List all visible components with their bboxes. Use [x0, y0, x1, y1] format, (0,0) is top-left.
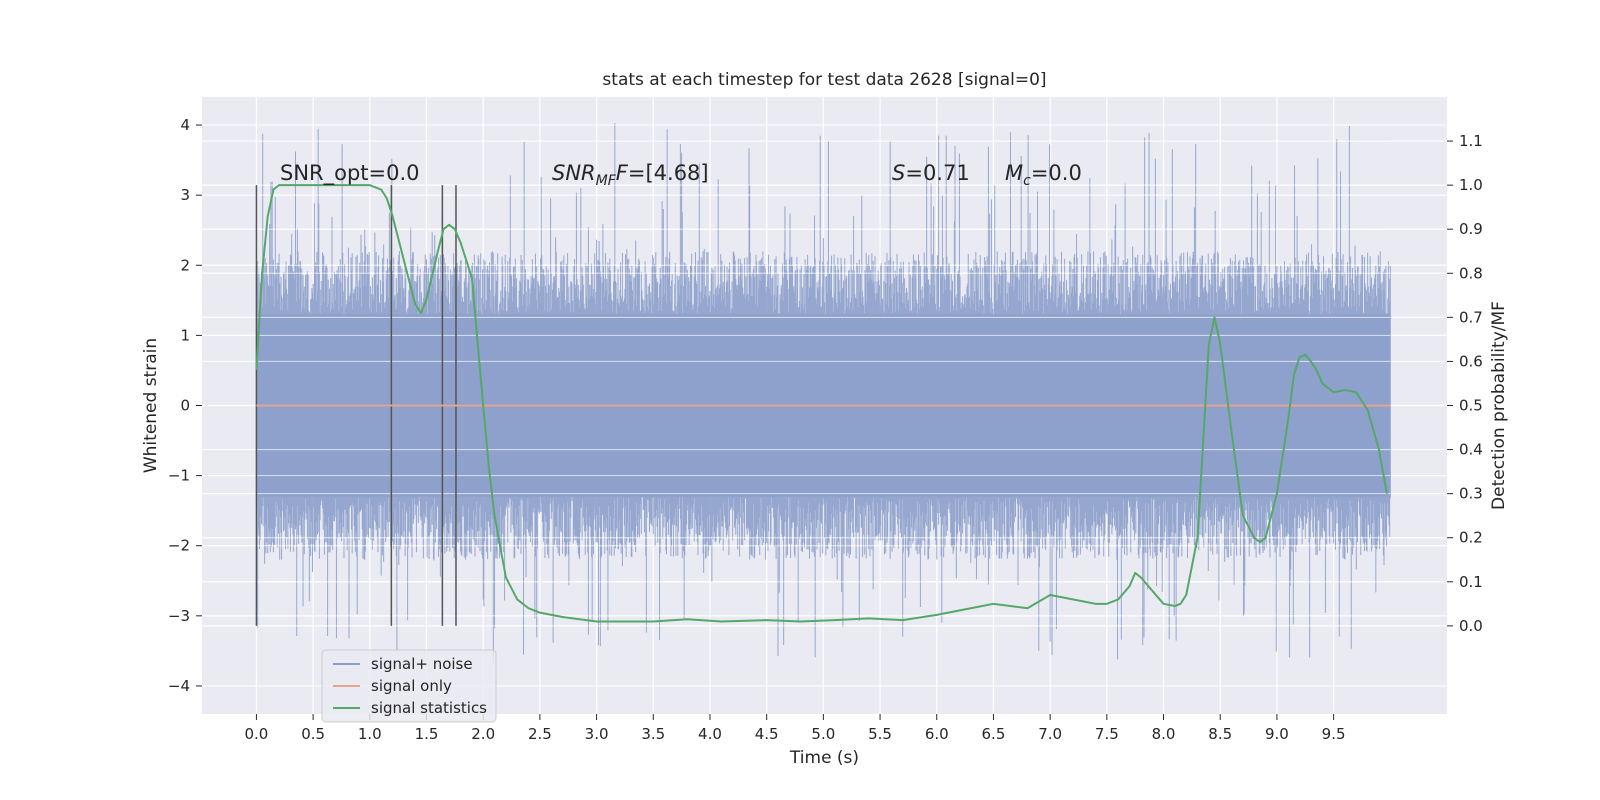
y-tick-label: 4 [180, 116, 190, 134]
line-series [255, 184, 1391, 623]
series-signal-statistics [255, 184, 1388, 623]
legend-label-signal-only: signal only [371, 677, 452, 695]
x-tick-label: 3.0 [585, 725, 609, 743]
y-axis-label: Whitened strain [141, 338, 161, 473]
x-tick-label: 1.0 [358, 725, 382, 743]
annotation-snr-mf: SNRMFF=[4.68] [552, 161, 709, 189]
x-tick-label: 4.0 [698, 725, 722, 743]
x-tick-label: 9.0 [1265, 725, 1289, 743]
y2-axis-ticks: 1.1 1.0 0.9 0.8 0.7 0.6 0.5 0.4 0.3 0.2 0.1 0.0 [1447, 132, 1483, 635]
x-tick-label: 2.5 [528, 725, 552, 743]
y2-tick-label: 0.4 [1459, 441, 1483, 459]
y2-tick-label: 0.9 [1459, 220, 1483, 238]
x-tick-label: 8.5 [1208, 725, 1232, 743]
annotation-s-symbol: S [892, 161, 905, 185]
x-tick-label: 0.0 [244, 725, 268, 743]
legend-label-signal-noise: signal+ noise [371, 655, 473, 673]
x-tick-label: 3.5 [641, 725, 665, 743]
annotation-s-value: =0.71 [905, 161, 969, 185]
annotation-snr-mf-value: =[4.68] [628, 161, 709, 185]
x-tick-label: 7.5 [1095, 725, 1119, 743]
x-tick-label: 6.5 [982, 725, 1006, 743]
x-tick-label: 0.5 [301, 725, 325, 743]
legend: signal+ noise signal only signal statist… [321, 649, 497, 723]
x-tick-label: 2.0 [471, 725, 495, 743]
annotation-snr-mf-subscript: MF [596, 173, 617, 189]
y2-tick-label: 0.2 [1459, 529, 1483, 547]
y2-tick-label: 0.0 [1459, 617, 1483, 635]
y-tick-label: −3 [168, 607, 190, 625]
annotation-mc: Mc=0.0 [1005, 161, 1082, 189]
annotation-mc-subscript: c [1023, 173, 1031, 189]
annotation-snr-mf-f: F [616, 161, 629, 185]
x-axis-ticks: 0.0 0.5 1.0 1.5 2.0 2.5 3.0 3.5 4.0 4.5 5.0 5.5 6.0 6… [244, 714, 1346, 743]
y2-tick-label: 1.1 [1459, 132, 1483, 150]
x-axis-label: Time (s) [789, 748, 859, 768]
y2-tick-label: 0.7 [1459, 308, 1483, 326]
x-tick-label: 7.0 [1038, 725, 1062, 743]
y2-axis-label: Detection probability/MF [1489, 301, 1509, 510]
x-tick-label: 5.5 [868, 725, 892, 743]
y-axis-ticks: 4 3 2 1 0 −1 −2 −3 −4 [168, 116, 202, 695]
annotation-mc-value: =0.0 [1031, 161, 1082, 185]
x-tick-label: 8.0 [1152, 725, 1176, 743]
y2-tick-label: 0.1 [1459, 573, 1483, 591]
y-tick-label: 2 [180, 256, 190, 274]
y2-tick-label: 0.6 [1459, 352, 1483, 370]
x-tick-label: 5.0 [811, 725, 835, 743]
y-tick-label: −2 [168, 537, 190, 555]
x-tick-label: 1.5 [415, 725, 439, 743]
y2-tick-label: 1.0 [1459, 176, 1483, 194]
x-tick-label: 4.5 [755, 725, 779, 743]
y-tick-label: 0 [180, 397, 190, 415]
y-tick-label: 1 [180, 326, 190, 344]
x-tick-label: 6.0 [925, 725, 949, 743]
y2-tick-label: 0.8 [1459, 264, 1483, 282]
chart-title: stats at each timestep for test data 262… [602, 70, 1046, 90]
y-tick-label: −4 [168, 677, 190, 695]
y2-tick-label: 0.3 [1459, 485, 1483, 503]
annotation-s: S=0.71 [892, 161, 970, 185]
annotation-mc-symbol: M [1005, 161, 1023, 185]
annotation-snr-opt: SNR_opt=0.0 [280, 161, 420, 186]
annotation-snr-mf-symbol: SNR [552, 161, 596, 185]
y-tick-label: 3 [180, 186, 190, 204]
y-tick-label: −1 [168, 467, 190, 485]
legend-label-signal-statistics: signal statistics [371, 699, 487, 717]
y2-tick-label: 0.5 [1459, 397, 1483, 415]
x-tick-label: 9.5 [1322, 725, 1346, 743]
legend-box [321, 649, 497, 723]
